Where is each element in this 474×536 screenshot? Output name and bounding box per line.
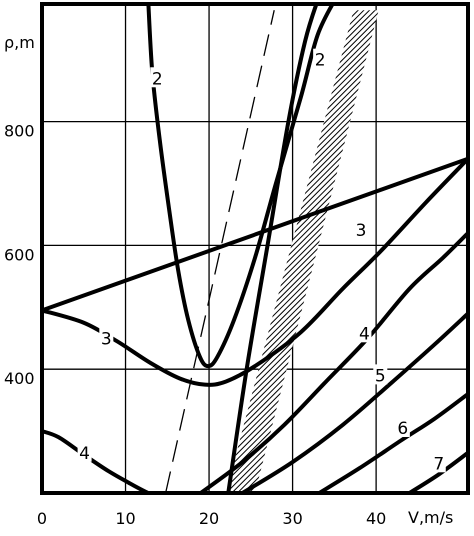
curve-label: 2 — [152, 69, 163, 89]
curve-label-bg — [354, 218, 369, 239]
curve-label-bg — [99, 327, 114, 348]
curve-label: 2 — [315, 51, 326, 71]
curve-label-bg — [357, 322, 372, 343]
curve-2 — [226, 4, 319, 493]
curve-label-bg — [373, 364, 388, 385]
curve-label-bg — [77, 441, 92, 462]
curve-label-bg — [313, 48, 328, 69]
y-tick-label: 800 — [4, 122, 35, 141]
y-axis-label: ρ,m — [4, 33, 35, 52]
x-tick-label: 20 — [199, 509, 219, 528]
tick-labels: 0 10 20 30 40 400 600 800 — [4, 122, 386, 528]
x-tick-label: 40 — [366, 509, 386, 528]
x-axis-label: V,m/s — [408, 508, 453, 527]
curve-label: 3 — [101, 329, 112, 349]
x-tick-label: 0 — [37, 509, 47, 528]
curve-2 — [146, 4, 335, 369]
hatched-band — [225, 10, 379, 493]
curve-label: 4 — [359, 324, 370, 344]
curve-3 — [42, 156, 468, 313]
plot-area — [42, 4, 468, 493]
curve-4 — [198, 231, 468, 493]
curve-label-bg — [431, 452, 446, 473]
dashed-line — [164, 10, 275, 493]
curve-label-bg — [150, 67, 165, 88]
curve-4 — [42, 429, 151, 493]
plot-frame — [40, 2, 470, 495]
curve-label: 5 — [375, 366, 386, 386]
curve-label: 4 — [79, 444, 90, 464]
curve-label: 6 — [397, 419, 408, 439]
curve-6 — [317, 391, 468, 493]
curve-3 — [42, 156, 468, 387]
x-tick-label: 10 — [115, 509, 135, 528]
curve-5 — [240, 311, 468, 493]
y-tick-label: 600 — [4, 245, 35, 264]
curve-7 — [407, 450, 468, 493]
curve-label: 7 — [433, 454, 444, 474]
y-tick-label: 400 — [4, 369, 35, 388]
curve-label-bg — [395, 417, 410, 438]
curve-labels: 2 2 3 3 4 4 5 6 7 — [77, 48, 446, 474]
curve-label: 3 — [356, 221, 367, 241]
x-tick-label: 30 — [282, 509, 302, 528]
